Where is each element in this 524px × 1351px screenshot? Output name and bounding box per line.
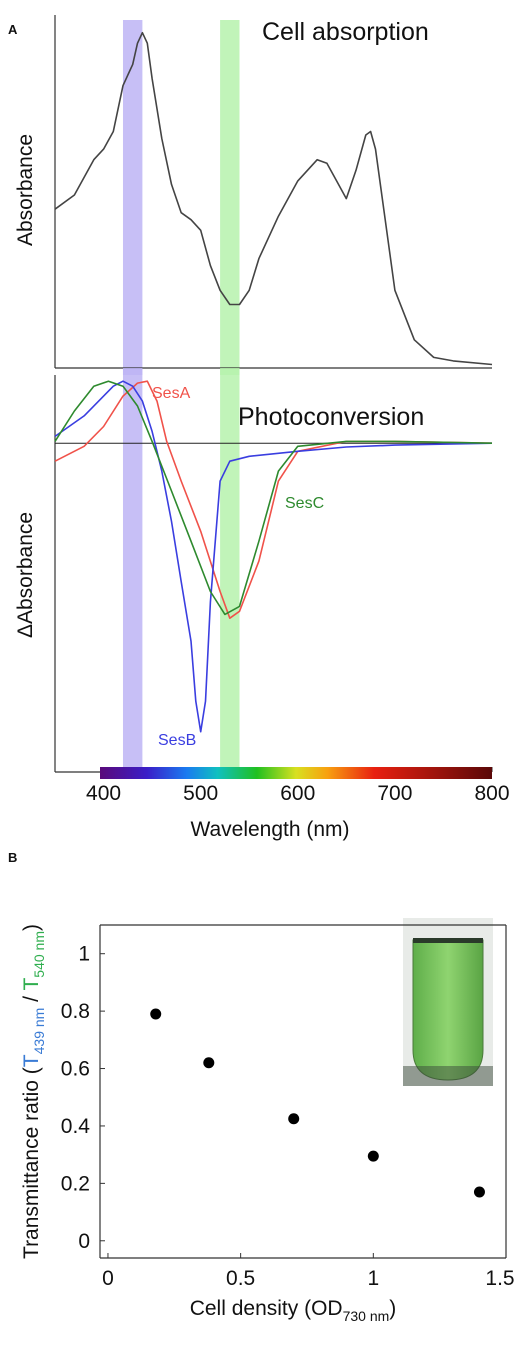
series-line [54, 380, 493, 616]
label-part: ) [389, 1297, 396, 1320]
x-tick-label: 800 [474, 782, 509, 805]
y-tick-label: 0 [78, 1230, 90, 1253]
label-part: ) [20, 924, 43, 931]
x-tick-label: 600 [280, 782, 315, 805]
data-point [288, 1113, 300, 1125]
series-label: SesC [285, 495, 324, 512]
label-part: Cell density (OD [190, 1297, 343, 1320]
x-tick-label: 1 [367, 1267, 379, 1290]
y-axis-label: Transmittance ratio (T439 nm / T540 nm) [20, 924, 47, 1259]
highlight-band [122, 20, 143, 375]
highlight-band [220, 368, 240, 767]
label-part: Transmittance ratio ( [20, 1067, 43, 1259]
chart-title: Cell absorption [262, 18, 429, 46]
label-part: / [20, 991, 43, 1008]
chart-title: Photoconversion [238, 403, 424, 431]
inset-photo [403, 918, 493, 1086]
x-axis-label: Wavelength (nm) [190, 818, 349, 841]
y-tick-label: 1 [78, 943, 90, 966]
highlight-band [220, 20, 240, 375]
panel-label: A [8, 22, 18, 37]
panel-label: B [8, 850, 17, 865]
label-part: 730 nm [343, 1308, 390, 1324]
y-tick-label: 0.2 [61, 1172, 90, 1195]
x-tick-label: 0.5 [226, 1267, 255, 1290]
data-point [473, 1186, 485, 1198]
data-point [203, 1057, 215, 1069]
label-part: T [20, 1054, 43, 1067]
data-point [367, 1150, 379, 1162]
x-tick-label: 0 [102, 1267, 114, 1290]
label-part: 439 nm [31, 1008, 47, 1055]
x-tick-label: 1.5 [485, 1267, 514, 1290]
y-tick-label: 0.6 [61, 1058, 90, 1081]
data-point [150, 1008, 162, 1020]
x-tick-label: 400 [86, 782, 121, 805]
y-tick-label: 0.8 [61, 1000, 90, 1023]
x-axis-label: Cell density (OD730 nm) [190, 1297, 397, 1324]
y-axis-label: ΔAbsorbance [14, 512, 37, 638]
x-tick-label: 700 [377, 782, 412, 805]
series-line [54, 380, 493, 733]
spectrum-bar [100, 767, 492, 779]
label-part: 540 nm [31, 931, 47, 978]
y-axis-label: Absorbance [14, 134, 37, 246]
absorbance-line [54, 31, 493, 366]
series-label: SesA [152, 385, 191, 402]
y-tick-label: 0.4 [61, 1115, 91, 1138]
highlight-band [122, 368, 143, 767]
label-part: T [20, 978, 43, 991]
series-label: SesB [158, 732, 196, 749]
x-tick-label: 500 [183, 782, 218, 805]
